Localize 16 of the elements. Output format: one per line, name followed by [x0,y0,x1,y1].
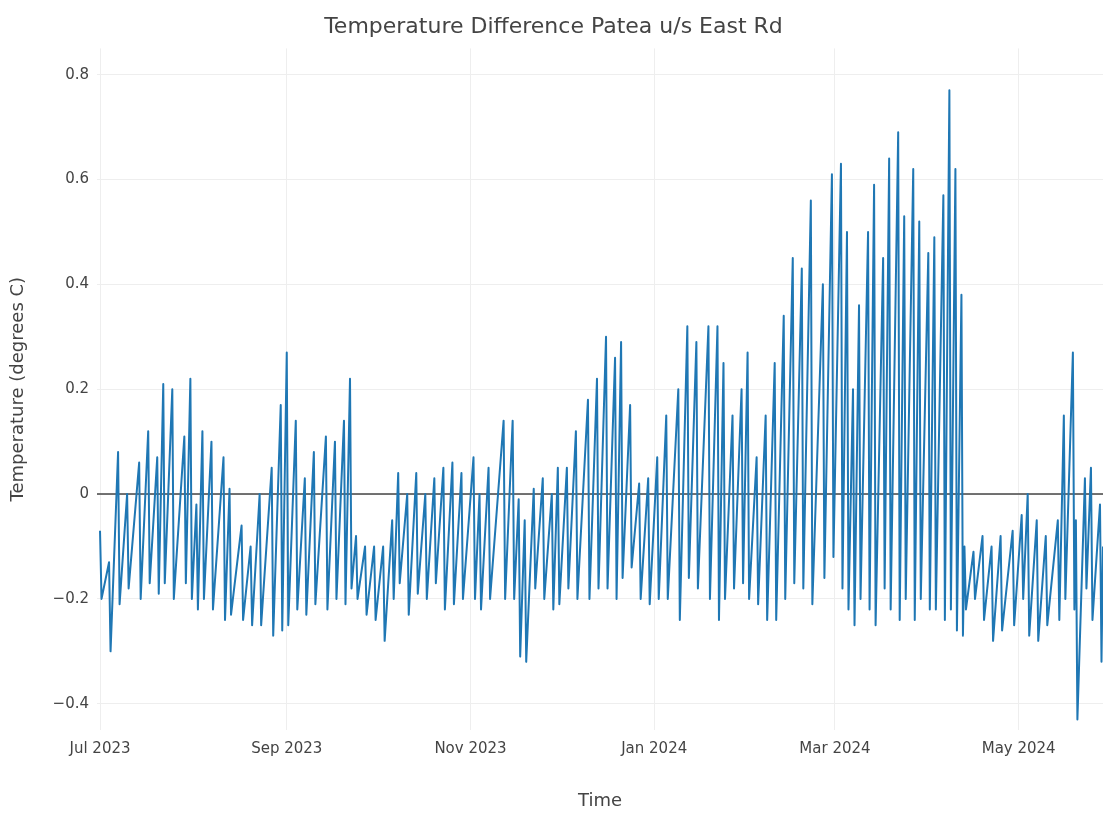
y-tick-label: 0.6 [65,169,89,188]
y-tick-label: 0 [79,483,89,502]
y-axis-title: Temperature (degrees C) [6,276,28,503]
y-tick-label: 0.2 [65,379,89,398]
x-tick-label: Mar 2024 [799,738,871,757]
y-tick-label: −0.4 [52,693,89,712]
x-tick-label: Sep 2023 [251,738,323,757]
x-tick-label: Jan 2024 [620,738,688,757]
x-tick-label: Jul 2023 [68,738,131,757]
y-tick-label: 0.8 [65,64,89,83]
x-tick-label: Nov 2023 [434,738,507,757]
y-tick-label: 0.4 [65,274,89,293]
y-tick-label: −0.2 [52,588,89,607]
x-tick-label: May 2024 [981,738,1056,757]
x-axis-title: Time [576,788,623,810]
chart-title: Temperature Difference Patea u/s East Rd [323,12,783,38]
